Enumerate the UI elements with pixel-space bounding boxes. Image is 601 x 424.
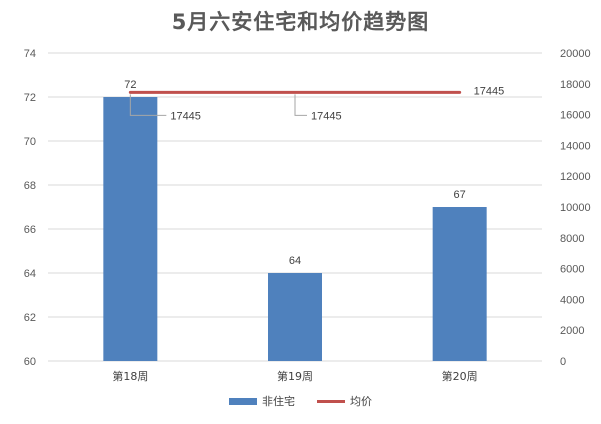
chart-title: 5月六安住宅和均价趋势图	[171, 10, 430, 34]
y-left-tick-label-2: 64	[24, 268, 36, 280]
y-right-tick-label-4: 8000	[560, 233, 584, 245]
y-left-tick-label-6: 72	[24, 92, 36, 104]
y-right-tick-label-3: 6000	[560, 264, 584, 276]
legend-item-bar: 非住宅	[229, 393, 295, 409]
legend-label-bar: 非住宅	[262, 395, 295, 408]
line-label-leader-1	[294, 94, 307, 116]
line-data-label-2: 17445	[474, 85, 505, 97]
y-right-tick-label-1: 2000	[560, 325, 584, 337]
legend-item-line: 均价	[317, 393, 372, 409]
y-left-tick-label-1: 62	[24, 312, 36, 324]
bar-0	[103, 97, 158, 361]
y-right-tick-label-7: 14000	[560, 140, 591, 152]
y-right-tick-label-0: 0	[560, 356, 566, 368]
bar-data-label-1: 64	[289, 255, 301, 267]
y-left-tick-label-7: 74	[24, 48, 36, 60]
y-right-tick-label-10: 20000	[560, 48, 591, 60]
x-tick-label-0: 第18周	[112, 369, 148, 383]
y-right-tick-label-5: 10000	[560, 202, 591, 214]
line-data-label-0: 17445	[170, 110, 201, 122]
legend-label-line: 均价	[350, 395, 372, 408]
bar-1	[268, 273, 322, 361]
y-right-tick-label-2: 4000	[560, 294, 584, 306]
y-left-tick-label-5: 70	[24, 136, 36, 148]
y-right-tick-label-8: 16000	[560, 110, 591, 122]
legend-swatch-bar	[229, 397, 257, 405]
legend-swatch-line	[317, 399, 345, 403]
chart-legend: 非住宅 均价	[0, 393, 601, 409]
y-right-tick-label-9: 18000	[560, 79, 591, 91]
line-data-label-1: 17445	[311, 110, 342, 122]
bar-data-label-0: 72	[124, 79, 136, 91]
y-right-tick-label-6: 12000	[560, 171, 591, 183]
bar-data-label-2: 67	[454, 189, 466, 201]
bar-2	[432, 207, 487, 361]
line-label-leader-0	[129, 94, 167, 116]
x-tick-label-1: 第19周	[277, 369, 313, 383]
y-left-tick-label-3: 66	[24, 224, 36, 236]
x-tick-label-2: 第20周	[442, 369, 478, 383]
y-left-tick-label-0: 60	[24, 356, 36, 368]
y-left-tick-label-4: 68	[24, 180, 36, 192]
